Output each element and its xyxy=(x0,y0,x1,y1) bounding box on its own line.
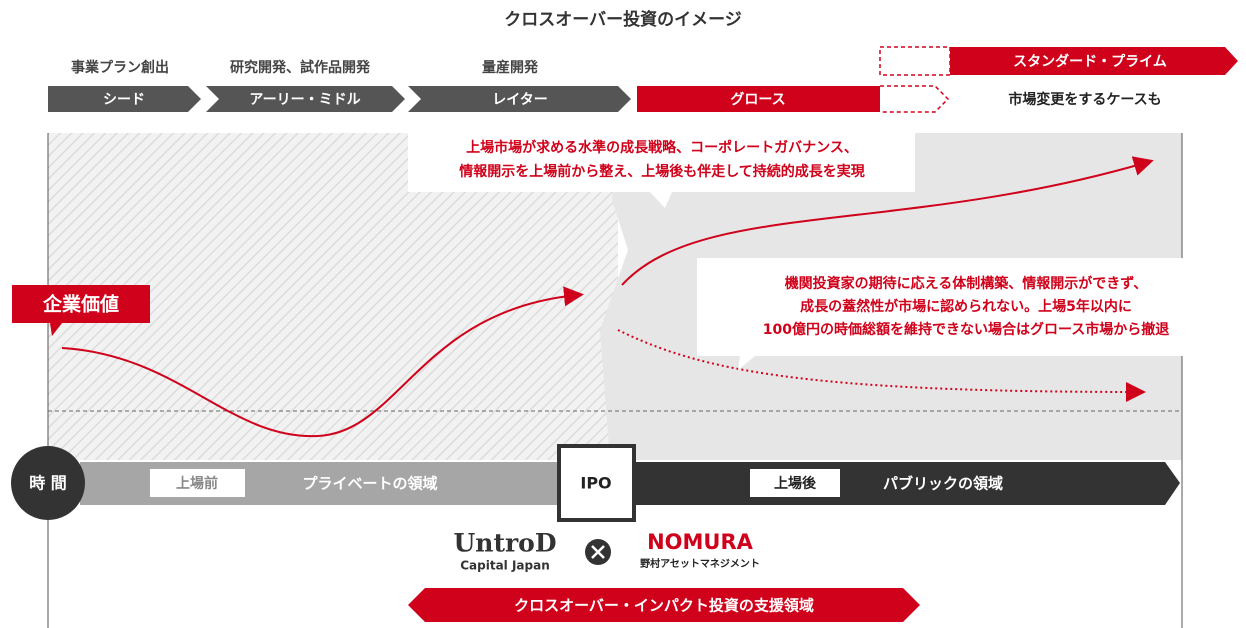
support-label: クロスオーバー・インパクト投資の支援領域 xyxy=(514,597,814,615)
value-curve xyxy=(61,286,584,438)
pre-box xyxy=(150,469,245,497)
logo-untrod: UntroD xyxy=(453,529,556,558)
stage-arrow xyxy=(206,86,405,112)
dashed-arrow xyxy=(880,85,950,113)
ipo-box xyxy=(557,444,636,522)
stage-arrow xyxy=(637,86,880,112)
callout xyxy=(408,125,915,208)
logo-untrod-sub: Capital Japan xyxy=(460,559,550,573)
stage: シード xyxy=(103,92,145,108)
post-box xyxy=(750,469,840,497)
stage-arrow xyxy=(408,86,631,112)
stage-label: 量産開発 xyxy=(482,59,539,76)
logo-nomura-sub: 野村アセットマネジメント xyxy=(640,557,760,570)
stage-label: 研究開発、試作品開発 xyxy=(230,59,371,76)
callout-text: 上場市場が求める水準の成長戦略、コーポレートガバナンス、 xyxy=(466,139,858,156)
support-arrow xyxy=(408,588,920,622)
market-arrow xyxy=(950,47,1238,75)
stage: レイター xyxy=(492,92,547,108)
growth-curve xyxy=(621,156,1154,286)
market-target: スタンダード・プライム xyxy=(1013,53,1167,70)
callout-text: 成長の蓋然性が市場に認められない。上場5年以内に xyxy=(800,298,1132,315)
time-label: 時 間 xyxy=(29,474,67,493)
pre-label: 上場前 xyxy=(176,475,218,492)
stage: アーリー・ミドル xyxy=(249,92,360,108)
public-label: パブリックの領域 xyxy=(883,475,1003,493)
callout-text: 100億円の時価総額を維持できない場合はグロース市場から撤退 xyxy=(763,321,1170,338)
stage-label: 事業プラン創出 xyxy=(71,59,169,76)
ipo-label: IPO xyxy=(580,474,611,493)
value-box xyxy=(12,285,150,336)
exit-curve xyxy=(617,329,1146,402)
time-circle xyxy=(11,446,85,520)
callout xyxy=(697,258,1235,370)
private-label: プライベートの領域 xyxy=(302,475,437,493)
market-note: 市場変更をするケースも xyxy=(1008,91,1161,108)
title: クロスオーバー投資のイメージ xyxy=(504,9,742,30)
post-label: 上場後 xyxy=(774,475,817,492)
stage: グロース xyxy=(730,91,785,108)
logo-nomura: NOMURA xyxy=(647,530,754,554)
callout-text: 機関投資家の期待に応える体制構築、情報開示ができず、 xyxy=(785,275,1148,292)
dashed-box xyxy=(879,46,951,76)
value-label: 企業価値 xyxy=(42,293,119,316)
stage-arrow xyxy=(48,86,201,112)
callout-text: 情報開示を上場前から整え、上場後も伴走して持続的成長を実現 xyxy=(459,163,865,180)
cross-mark xyxy=(591,545,605,559)
